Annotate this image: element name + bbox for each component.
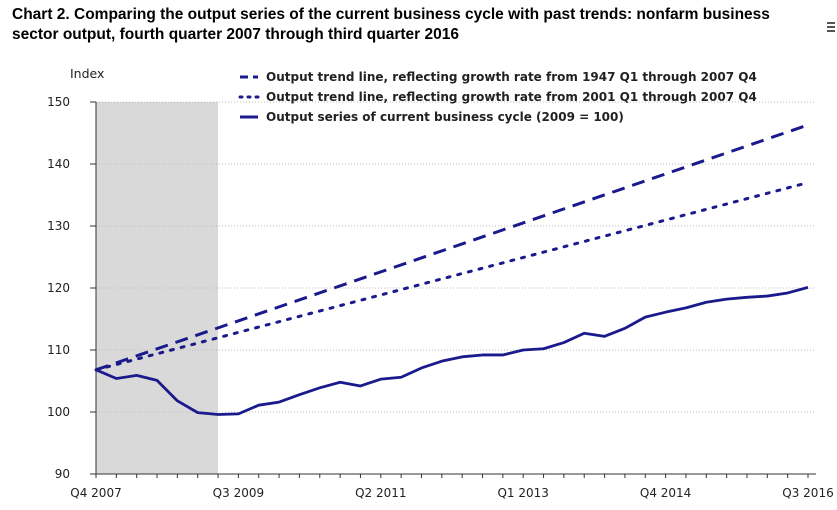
menu-icon[interactable] [827, 22, 835, 36]
y-tick-label-110: 110 [47, 343, 70, 357]
series-line-dotted [94, 181, 810, 372]
y-tick-label-130: 130 [47, 219, 70, 233]
y-tick-label-90: 90 [55, 467, 70, 481]
legend-label-dashed: Output trend line, reflecting growth rat… [266, 70, 757, 84]
legend-label-dotted: Output trend line, reflecting growth rat… [266, 90, 757, 104]
y-tick-label-140: 140 [47, 157, 70, 171]
y-tick-label-100: 100 [47, 405, 70, 419]
series-line-solid [95, 286, 809, 416]
legend: Output trend line, reflecting growth rat… [238, 70, 757, 124]
legend-label-solid: Output series of current business cycle … [266, 110, 624, 124]
x-tick-label-21: Q1 2013 [497, 486, 548, 500]
x-tick-label-14: Q2 2011 [355, 486, 406, 500]
chart-title: Chart 2. Comparing the output series of … [12, 6, 770, 43]
x-tick-label-7: Q3 2009 [213, 486, 264, 500]
y-tick-label-150: 150 [47, 95, 70, 109]
y-tick-label-120: 120 [47, 281, 70, 295]
x-tick-label-0: Q4 2007 [70, 486, 121, 500]
x-tick-label-28: Q4 2014 [640, 486, 691, 500]
x-tick-label-35: Q3 2016 [782, 486, 833, 500]
y-axis-label: Index [70, 66, 104, 81]
